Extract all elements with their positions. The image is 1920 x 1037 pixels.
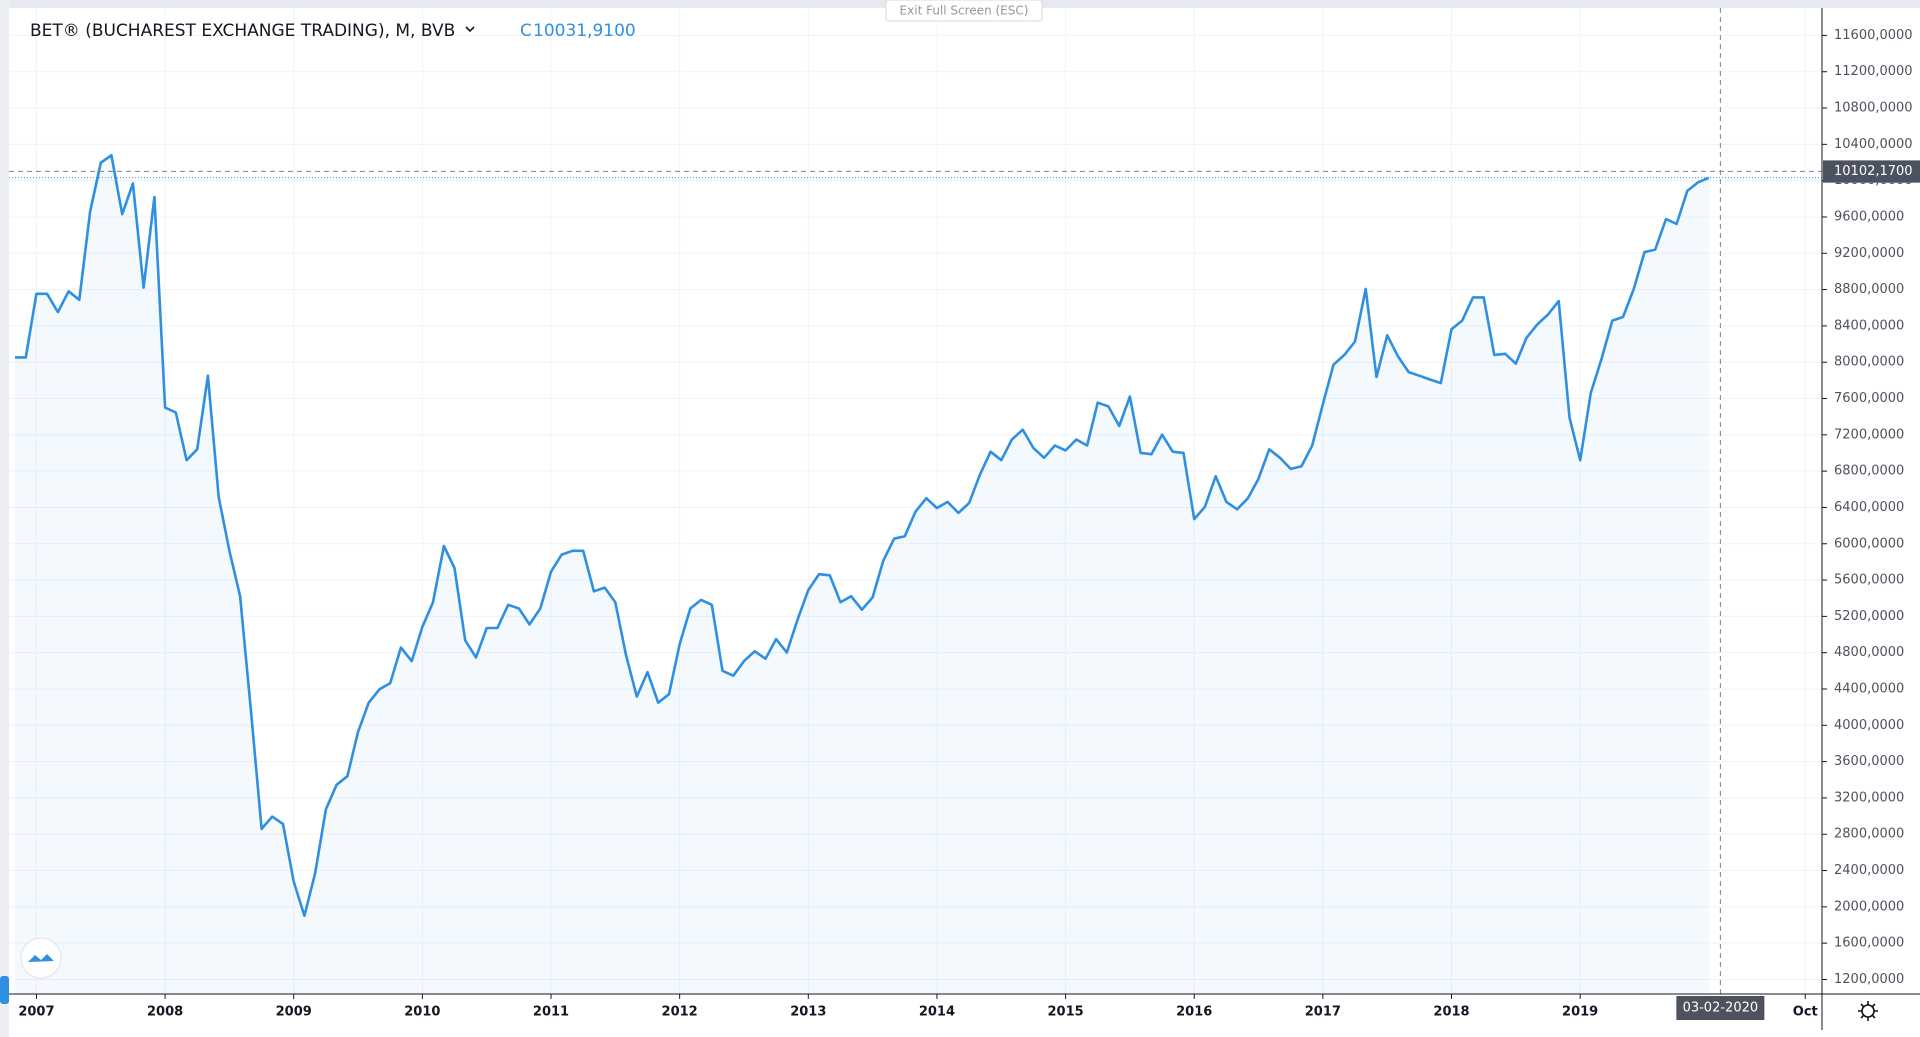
y-tick-label: 7200,0000: [1834, 427, 1904, 442]
x-tick-label: 2017: [1305, 1005, 1341, 1020]
y-tick-label: 11200,0000: [1834, 64, 1913, 79]
x-tick-label: 2010: [404, 1005, 440, 1020]
x-tick-label: 2013: [790, 1005, 826, 1020]
x-tick-label: 2008: [147, 1005, 183, 1020]
left-frame: [0, 0, 9, 1037]
chart-title: BET® (BUCHAREST EXCHANGE TRADING), M, BV…: [30, 21, 455, 41]
crosshair-price-box: [1823, 160, 1920, 183]
y-tick-label: 8000,0000: [1834, 355, 1904, 370]
y-tick-label: 6400,0000: [1834, 500, 1904, 515]
gear-teeth: [1858, 1001, 1878, 1021]
y-tick-label: 10400,0000: [1834, 137, 1913, 152]
x-tick-label: Oct: [1793, 1005, 1818, 1020]
x-tick-label: 2012: [662, 1005, 698, 1020]
y-tick-label: 3600,0000: [1834, 754, 1904, 769]
y-tick-label: 2800,0000: [1834, 827, 1904, 842]
y-tick-label: 2000,0000: [1834, 899, 1904, 914]
axes: 1200,0000 1600,0000 2000,0000 2400,0000 2800…: [18, 28, 1920, 1020]
title-dropdown[interactable]: [465, 26, 475, 33]
exit-fullscreen-button[interactable]: [885, 0, 1043, 22]
y-tick-label: 4800,0000: [1834, 645, 1904, 660]
y-tick-label: 8400,0000: [1834, 318, 1904, 333]
y-tick-label: 6800,0000: [1834, 464, 1904, 479]
x-tick-label: 2014: [919, 1005, 955, 1020]
grid: [9, 8, 1822, 994]
y-tick-label: 9600,0000: [1834, 209, 1904, 224]
crosshair-date-box: [1676, 996, 1765, 1020]
crosshair-price-label: 10102,1700: [1834, 164, 1913, 179]
y-tick-label: 4000,0000: [1834, 718, 1904, 733]
settings-button[interactable]: [1858, 1001, 1878, 1021]
close-prefix: C: [520, 21, 532, 41]
x-tick-label: 2018: [1433, 1005, 1469, 1020]
side-toggle[interactable]: [0, 976, 9, 1004]
y-tick-label: 5200,0000: [1834, 609, 1904, 624]
x-tick-label: 2009: [276, 1005, 312, 1020]
x-tick-label: 2015: [1047, 1005, 1083, 1020]
y-tick-label: 4400,0000: [1834, 681, 1904, 696]
price-line: [15, 154, 1710, 918]
y-tick-label: 1600,0000: [1834, 936, 1904, 951]
logo-button[interactable]: [20, 937, 62, 979]
y-tick-label: 11600,0000: [1834, 28, 1913, 43]
y-tick-label: 7600,0000: [1834, 391, 1904, 406]
y-tick-label: 5600,0000: [1834, 573, 1904, 588]
close-value: 10031,9100: [533, 21, 636, 41]
x-tick-label: 2019: [1562, 1005, 1598, 1020]
plot: [9, 8, 1822, 995]
exit-fullscreen-label: Exit Full Screen (ESC): [900, 4, 1029, 18]
y-tick-label: 3200,0000: [1834, 790, 1904, 805]
x-tick-label: 2011: [533, 1005, 569, 1020]
area-fill: [15, 155, 1709, 995]
y-tick-label: 8800,0000: [1834, 282, 1904, 297]
crosshair-date-label: 03-02-2020: [1683, 1001, 1759, 1016]
y-tick-label: 1200,0000: [1834, 972, 1904, 987]
x-tick-label: 2016: [1176, 1005, 1212, 1020]
y-tick-label: 9200,0000: [1834, 246, 1904, 261]
y-tick-label: 2400,0000: [1834, 863, 1904, 878]
x-tick-label: 2007: [18, 1005, 54, 1020]
logo-icon: [28, 954, 54, 962]
y-tick-label: 6000,0000: [1834, 536, 1904, 551]
y-tick-label: 10800,0000: [1834, 101, 1913, 116]
